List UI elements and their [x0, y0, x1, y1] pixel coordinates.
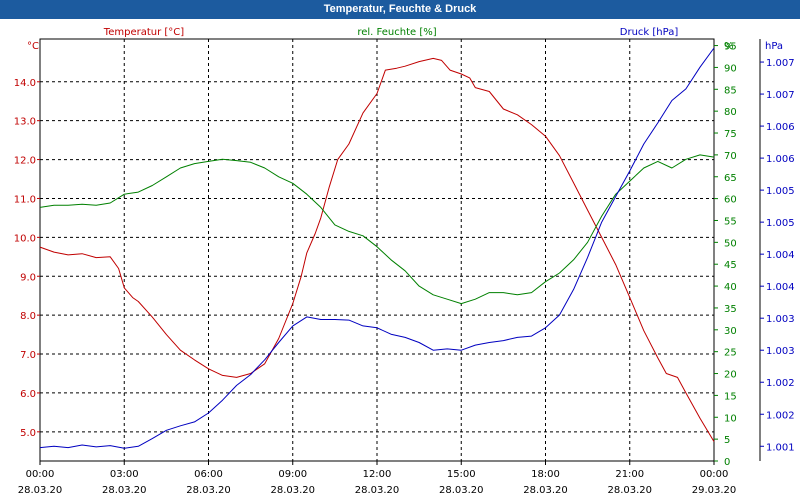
- temperature-tick-label: 14.0: [14, 78, 36, 89]
- x-tick-time: 09:00: [278, 469, 307, 480]
- pressure-tick-label: 1.006: [766, 154, 795, 165]
- x-tick-labels: 00:00 28.03.20 03:00 28.03.20 06:00 28.03.20 0…: [18, 461, 737, 496]
- humidity-unit-label: %: [724, 41, 734, 52]
- x-tick-date: 28.03.20: [607, 485, 652, 496]
- pressure-tick-label: 1.003: [766, 346, 795, 357]
- pressure-tick-label: 1.003: [766, 314, 795, 325]
- pressure-axis-title: Druck [hPa]: [620, 27, 679, 38]
- humidity-tick-label: 55: [724, 216, 737, 227]
- humidity-tick-label: 10: [724, 413, 737, 424]
- humidity-tick-label: 70: [724, 151, 737, 162]
- x-tick-date: 28.03.20: [439, 485, 484, 496]
- humidity-tick-label: 65: [724, 173, 737, 184]
- pressure-tick-labels: 1.001 1.002 1.002 1.003 1.003 1.004 1.004 1.005…: [760, 58, 795, 453]
- pressure-tick-label: 1.004: [766, 250, 795, 261]
- x-tick-date: 28.03.20: [186, 485, 231, 496]
- humidity-tick-label: 85: [724, 85, 737, 96]
- temperature-tick-label: 13.0: [14, 117, 36, 128]
- humidity-tick-label: 95: [724, 42, 737, 53]
- humidity-line: [39, 154, 715, 305]
- temperature-tick-label: 5.0: [20, 428, 36, 439]
- temperature-unit-label: °C: [27, 41, 39, 52]
- series-lines: [39, 47, 715, 449]
- humidity-tick-label: 25: [724, 348, 737, 359]
- x-tick-date: 29.03.20: [692, 485, 737, 496]
- temperature-tick-label: 7.0: [20, 350, 36, 361]
- humidity-tick-label: 80: [724, 107, 737, 118]
- humidity-tick-label: 0: [724, 457, 730, 468]
- x-tick-date: 28.03.20: [355, 485, 400, 496]
- pressure-tick-label: 1.001: [766, 442, 795, 453]
- humidity-tick-label: 35: [724, 304, 737, 315]
- temperature-axis-title: Temperatur [°C]: [103, 27, 184, 38]
- humidity-tick-labels: 0 5 10 15 20 25 30 35 40 45 50 55 60 65 70 75 80 85 90 95: [714, 42, 737, 468]
- temperature-tick-label: 12.0: [14, 156, 36, 167]
- pressure-unit-label: hPa: [765, 41, 783, 52]
- x-tick-date: 28.03.20: [18, 485, 63, 496]
- window-title: Temperatur, Feuchte & Druck: [0, 0, 800, 19]
- grid: [40, 39, 714, 461]
- temperature-tick-label: 6.0: [20, 389, 36, 400]
- humidity-axis-title: rel. Feuchte [%]: [357, 27, 436, 38]
- pressure-tick-label: 1.002: [766, 410, 795, 421]
- pressure-tick-label: 1.006: [766, 122, 795, 133]
- x-tick-date: 28.03.20: [523, 485, 568, 496]
- pressure-tick-label: 1.007: [766, 58, 795, 69]
- humidity-tick-label: 50: [724, 238, 737, 249]
- humidity-tick-label: 45: [724, 260, 737, 271]
- pressure-tick-label: 1.004: [766, 282, 795, 293]
- pressure-tick-label: 1.002: [766, 378, 795, 389]
- temperature-tick-label: 9.0: [20, 272, 36, 283]
- pressure-tick-label: 1.005: [766, 186, 795, 197]
- x-tick-time: 21:00: [615, 469, 644, 480]
- humidity-tick-label: 60: [724, 195, 737, 206]
- x-tick-time: 00:00: [26, 469, 55, 480]
- humidity-tick-label: 75: [724, 129, 737, 140]
- x-tick-time: 15:00: [447, 469, 476, 480]
- temperature-line: [39, 57, 715, 442]
- temperature-tick-labels: 5.0 6.0 7.0 8.0 9.0 10.0 11.0 12.0 13.0 14.0: [14, 78, 40, 439]
- pressure-tick-label: 1.005: [766, 218, 795, 229]
- humidity-tick-label: 30: [724, 326, 737, 337]
- x-tick-time: 06:00: [194, 469, 223, 480]
- x-tick-time: 12:00: [363, 469, 392, 480]
- x-tick-date: 28.03.20: [102, 485, 147, 496]
- pressure-line: [39, 47, 715, 449]
- humidity-tick-label: 15: [724, 391, 737, 402]
- temperature-tick-label: 10.0: [14, 233, 36, 244]
- x-tick-time: 18:00: [531, 469, 560, 480]
- humidity-tick-label: 90: [724, 63, 737, 74]
- temperature-tick-label: 8.0: [20, 311, 36, 322]
- x-tick-time: 03:00: [110, 469, 139, 480]
- x-tick-date: 28.03.20: [270, 485, 315, 496]
- humidity-tick-label: 5: [724, 435, 730, 446]
- pressure-tick-label: 1.007: [766, 90, 795, 101]
- x-tick-time: 00:00: [700, 469, 729, 480]
- humidity-tick-label: 20: [724, 370, 737, 381]
- humidity-tick-label: 40: [724, 282, 737, 293]
- temperature-tick-label: 11.0: [14, 194, 36, 205]
